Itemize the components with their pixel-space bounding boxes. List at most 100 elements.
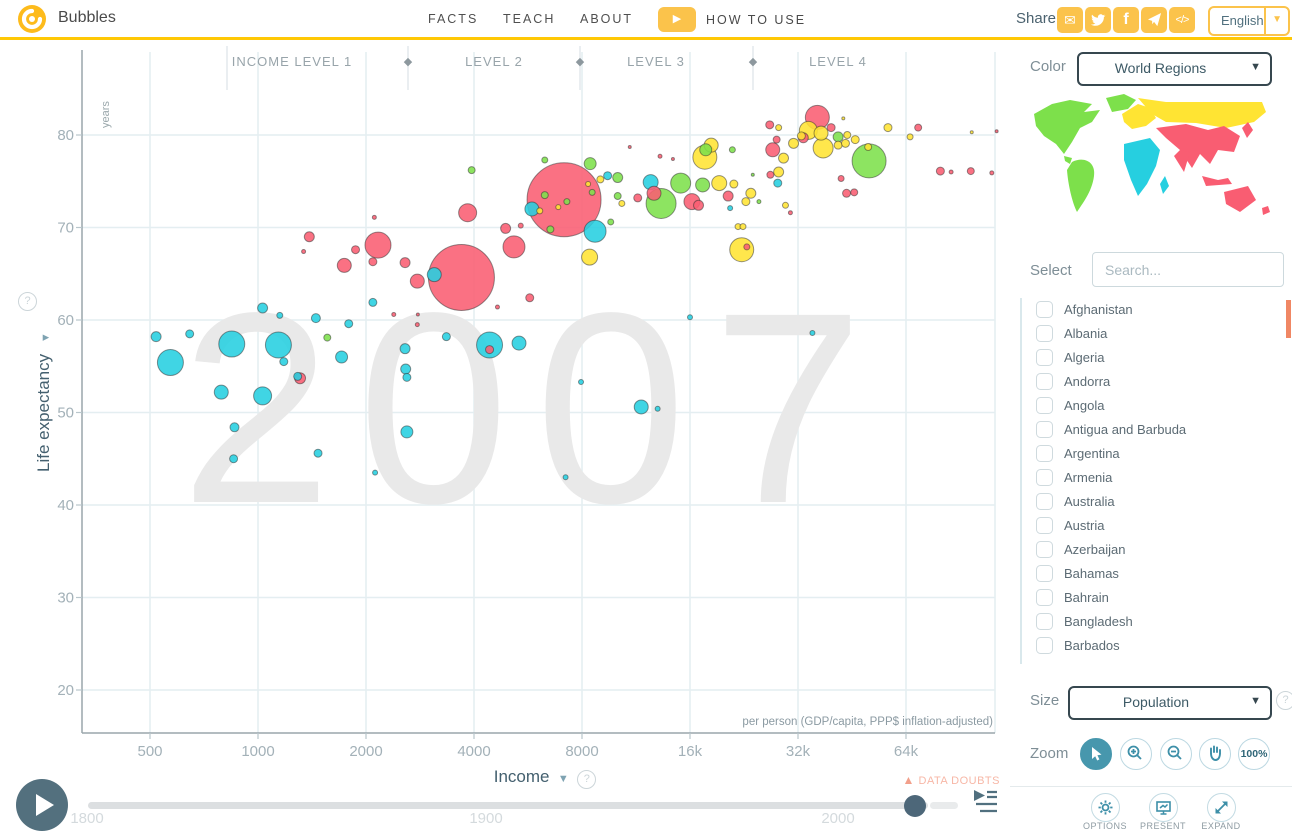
country-bubble-americas[interactable] <box>541 156 549 164</box>
country-bubble-asia[interactable] <box>627 145 632 150</box>
country-bubble-africa[interactable] <box>229 422 240 433</box>
country-bubble-europe[interactable] <box>883 123 893 133</box>
country-bubble-asia[interactable] <box>837 174 845 182</box>
country-bubble-asia[interactable] <box>336 257 352 273</box>
country-checkbox[interactable] <box>1036 613 1053 630</box>
country-bubble-americas[interactable] <box>540 191 549 200</box>
country-name[interactable]: Antigua and Barbuda <box>1064 422 1187 437</box>
country-checkbox[interactable] <box>1036 637 1053 654</box>
country-bubble-europe[interactable] <box>812 137 834 159</box>
country-bubble-asia[interactable] <box>994 129 999 134</box>
country-bubble-africa[interactable] <box>727 205 734 212</box>
country-bubble-africa[interactable] <box>633 399 649 415</box>
timeline-handle[interactable] <box>904 795 926 817</box>
country-bubble-asia[interactable] <box>657 153 663 159</box>
country-bubble-africa[interactable] <box>583 219 607 243</box>
country-checkbox[interactable] <box>1036 301 1053 318</box>
embed-code-icon[interactable]: </> <box>1169 7 1195 33</box>
country-checkbox[interactable] <box>1036 493 1053 510</box>
country-bubble-africa[interactable] <box>773 178 783 188</box>
expand-button[interactable] <box>1207 793 1236 822</box>
country-bubble-americas[interactable] <box>607 218 615 226</box>
country-bubble-asia[interactable] <box>351 245 361 255</box>
country-bubble-africa[interactable] <box>603 171 613 181</box>
country-bubble-africa[interactable] <box>150 331 162 343</box>
country-bubble-africa[interactable] <box>578 378 585 385</box>
country-name[interactable]: Afghanistan <box>1064 302 1133 317</box>
country-bubble-americas[interactable] <box>563 198 571 206</box>
country-name[interactable]: Armenia <box>1064 470 1113 485</box>
options-button[interactable] <box>1091 793 1120 822</box>
country-bubble-asia[interactable] <box>722 190 734 202</box>
country-bubble-europe[interactable] <box>969 130 974 135</box>
country-bubble-asia[interactable] <box>399 257 411 269</box>
country-row[interactable]: Armenia <box>1034 466 1284 490</box>
country-bubble-asia[interactable] <box>826 123 836 133</box>
country-bubble-europe[interactable] <box>775 124 783 132</box>
country-name[interactable]: Argentina <box>1064 446 1120 461</box>
country-row[interactable]: Barbados <box>1034 634 1284 658</box>
country-bubble-europe[interactable] <box>618 199 626 207</box>
country-bubble-americas[interactable] <box>728 146 736 154</box>
country-bubble-europe[interactable] <box>813 125 829 141</box>
country-row[interactable]: Algeria <box>1034 346 1284 370</box>
search-input[interactable] <box>1092 252 1284 287</box>
country-bubble-africa[interactable] <box>185 329 195 339</box>
telegram-icon[interactable] <box>1141 7 1167 33</box>
country-bubble-europe[interactable] <box>729 179 739 189</box>
country-bubble-africa[interactable] <box>253 386 273 406</box>
country-bubble-europe[interactable] <box>906 133 914 141</box>
country-checkbox[interactable] <box>1036 469 1053 486</box>
country-bubble-asia[interactable] <box>842 188 852 198</box>
country-bubble-africa[interactable] <box>368 297 378 307</box>
country-bubble-africa[interactable] <box>809 329 816 336</box>
country-bubble-asia[interactable] <box>415 312 420 317</box>
y-axis-selector[interactable]: Life expectancy ▼ <box>34 332 54 472</box>
country-bubble-asia[interactable] <box>371 214 377 220</box>
country-bubble-asia[interactable] <box>772 135 781 144</box>
country-bubble-europe[interactable] <box>778 152 790 164</box>
country-checkbox[interactable] <box>1036 517 1053 534</box>
country-bubble-europe[interactable] <box>555 204 562 211</box>
country-bubble-europe[interactable] <box>711 175 728 192</box>
country-bubble-asia[interactable] <box>766 170 775 179</box>
country-bubble-americas[interactable] <box>750 172 755 177</box>
country-bubble-americas[interactable] <box>756 199 762 205</box>
country-bubble-africa[interactable] <box>687 314 693 321</box>
country-bubble-asia[interactable] <box>303 231 315 243</box>
country-bubble-asia[interactable] <box>670 157 675 162</box>
country-bubble-asia[interactable] <box>502 235 526 259</box>
country-bubble-asia[interactable] <box>633 193 643 203</box>
country-bubble-asia[interactable] <box>765 120 775 130</box>
country-bubble-europe[interactable] <box>840 138 850 148</box>
country-row[interactable]: Antigua and Barbuda <box>1034 418 1284 442</box>
country-bubble-americas[interactable] <box>695 177 711 193</box>
country-bubble-africa[interactable] <box>218 330 246 358</box>
nav-facts[interactable]: FACTS <box>428 12 479 26</box>
country-bubble-africa[interactable] <box>293 371 303 381</box>
country-bubble-asia[interactable] <box>743 243 751 251</box>
country-bubble-asia[interactable] <box>693 199 705 211</box>
color-dropdown[interactable]: World Regions ▼ <box>1077 52 1272 86</box>
country-name[interactable]: Andorra <box>1064 374 1111 389</box>
country-row[interactable]: Bangladesh <box>1034 610 1284 634</box>
country-bubble-europe[interactable] <box>796 131 806 141</box>
country-bubble-asia[interactable] <box>301 249 307 255</box>
country-bubble-americas[interactable] <box>670 172 692 194</box>
country-bubble-europe[interactable] <box>536 207 544 215</box>
x-axis-help-icon[interactable]: ? <box>577 770 597 789</box>
country-name[interactable]: Albania <box>1064 326 1108 341</box>
pan-hand-button[interactable] <box>1199 738 1231 770</box>
country-bubble-asia[interactable] <box>525 293 535 303</box>
country-bubble-africa[interactable] <box>372 469 379 476</box>
country-checkbox[interactable] <box>1036 541 1053 558</box>
country-bubble-europe[interactable] <box>729 237 755 263</box>
country-bubble-europe[interactable] <box>741 197 751 207</box>
data-doubts-link[interactable]: ▲ DATA DOUBTS <box>860 773 1000 787</box>
country-bubble-africa[interactable] <box>257 302 269 314</box>
world-regions-map[interactable] <box>1026 92 1276 232</box>
facebook-icon[interactable]: f <box>1113 7 1139 33</box>
country-row[interactable]: Albania <box>1034 322 1284 346</box>
size-help-icon[interactable]: ? <box>1276 691 1292 710</box>
country-checkbox[interactable] <box>1036 445 1053 462</box>
